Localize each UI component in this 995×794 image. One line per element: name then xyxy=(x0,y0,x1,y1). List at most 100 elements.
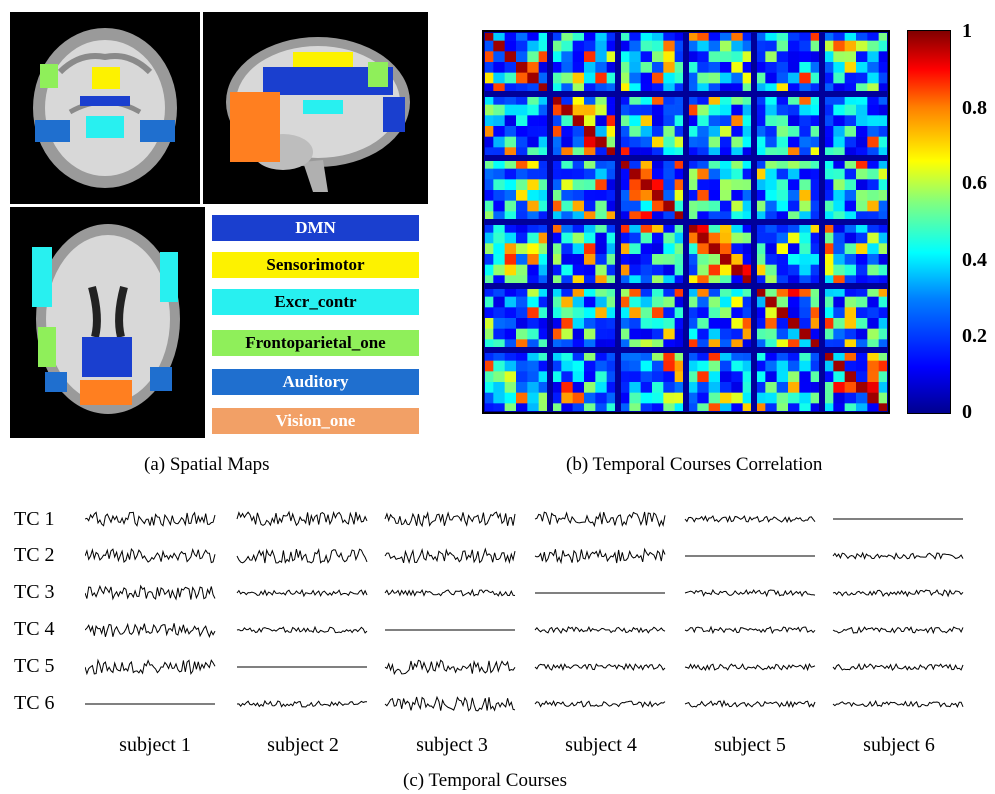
heatmap-cell xyxy=(561,94,573,105)
heatmap-cell xyxy=(878,30,890,41)
heatmap-cell xyxy=(686,200,698,212)
heatmap-cell xyxy=(538,126,551,137)
heatmap-cell xyxy=(822,211,834,223)
heatmap-cell xyxy=(640,232,653,244)
heatmap-cell xyxy=(867,200,879,212)
heatmap-cell xyxy=(799,200,811,212)
heatmap-cell xyxy=(550,211,562,223)
heatmap-cell xyxy=(606,403,619,414)
heatmap-cell xyxy=(878,318,890,329)
heatmap-cell xyxy=(674,30,687,41)
heatmap-cell xyxy=(788,275,800,287)
heatmap-cell xyxy=(595,40,607,52)
heatmap-cell xyxy=(799,286,811,297)
heatmap-cell xyxy=(742,62,755,73)
heatmap-cell xyxy=(686,190,698,201)
heatmap-cell xyxy=(663,190,675,201)
heatmap-cell xyxy=(754,360,766,372)
heatmap-cell xyxy=(799,403,811,414)
heatmap-cell xyxy=(856,168,868,180)
heatmap-cell xyxy=(618,40,630,52)
heatmap-cell xyxy=(652,254,664,265)
heatmap-cell xyxy=(606,232,619,244)
temporal-course-trace xyxy=(85,658,216,676)
heatmap-cell xyxy=(674,371,687,383)
heatmap-cell xyxy=(754,30,766,41)
heatmap-cell xyxy=(538,72,551,84)
heatmap-cell xyxy=(708,158,721,169)
heatmap-cell xyxy=(640,30,653,41)
heatmap-cell xyxy=(674,307,687,319)
heatmap-cell xyxy=(822,222,834,233)
heatmap-cell xyxy=(493,382,505,393)
heatmap-cell xyxy=(538,94,551,105)
heatmap-cell xyxy=(697,168,709,180)
heatmap-cell xyxy=(663,51,675,63)
heatmap-cell xyxy=(742,339,755,351)
heatmap-cell xyxy=(844,83,857,95)
heatmap-cell xyxy=(708,51,721,63)
heatmap-cell xyxy=(550,30,562,41)
heatmap-cell xyxy=(550,254,562,265)
heatmap-cell xyxy=(550,392,562,404)
heatmap-cell xyxy=(538,328,551,340)
heatmap-cell xyxy=(618,62,630,73)
heatmap-cell xyxy=(640,72,653,84)
heatmap-cell xyxy=(776,360,789,372)
heatmap-cell xyxy=(810,51,823,63)
heatmap-cell xyxy=(765,211,777,223)
heatmap-cell xyxy=(844,115,857,127)
heatmap-cell xyxy=(697,360,709,372)
heatmap-cell xyxy=(799,115,811,127)
heatmap-cell xyxy=(595,222,607,233)
heatmap-cell xyxy=(618,72,630,84)
heatmap-cell xyxy=(550,179,562,191)
heatmap-cell xyxy=(629,168,641,180)
heatmap-cell xyxy=(742,147,755,159)
heatmap-cell xyxy=(697,158,709,169)
heatmap-cell xyxy=(731,275,743,287)
heatmap-cell xyxy=(867,382,879,393)
heatmap-cell xyxy=(674,403,687,414)
heatmap-cell xyxy=(482,286,494,297)
heatmap-cell xyxy=(686,307,698,319)
colorbar-tick-0.6: 0.6 xyxy=(962,172,987,194)
heatmap-cell xyxy=(516,179,528,191)
heatmap-cell xyxy=(810,275,823,287)
heatmap-cell xyxy=(765,72,777,84)
caption-temporal-correlation: (b) Temporal Courses Correlation xyxy=(566,454,823,475)
heatmap-cell xyxy=(618,83,630,95)
heatmap-cell xyxy=(584,94,596,105)
heatmap-cell xyxy=(538,40,551,52)
heatmap-block-separator xyxy=(482,283,890,289)
heatmap-cell xyxy=(652,126,664,137)
heatmap-cell xyxy=(629,158,641,169)
heatmap-cell xyxy=(754,243,766,255)
heatmap-cell xyxy=(731,30,743,41)
heatmap-cell xyxy=(878,222,890,233)
heatmap-cell xyxy=(731,115,743,127)
heatmap-cell xyxy=(822,307,834,319)
heatmap-cell xyxy=(697,264,709,276)
heatmap-cell xyxy=(844,296,857,308)
heatmap-cell xyxy=(731,40,743,52)
heatmap-cell xyxy=(810,403,823,414)
heatmap-cell xyxy=(867,190,879,201)
heatmap-cell xyxy=(674,382,687,393)
heatmap-cell xyxy=(584,254,596,265)
heatmap-cell xyxy=(652,136,664,148)
axial-brain-map xyxy=(10,207,205,438)
heatmap-cell xyxy=(572,115,585,127)
heatmap-cell xyxy=(572,136,585,148)
heatmap-cell xyxy=(878,339,890,351)
legend-vision-one: Vision_one xyxy=(212,408,419,434)
heatmap-cell xyxy=(493,136,505,148)
row-label-tc6: TC 6 xyxy=(14,692,55,714)
heatmap-cell xyxy=(640,328,653,340)
temporal-course-trace xyxy=(534,547,666,565)
heatmap-cell xyxy=(878,136,890,148)
heatmap-cell xyxy=(550,222,562,233)
heatmap-cell xyxy=(527,318,539,329)
heatmap-cell xyxy=(527,136,539,148)
heatmap-cell xyxy=(822,94,834,105)
